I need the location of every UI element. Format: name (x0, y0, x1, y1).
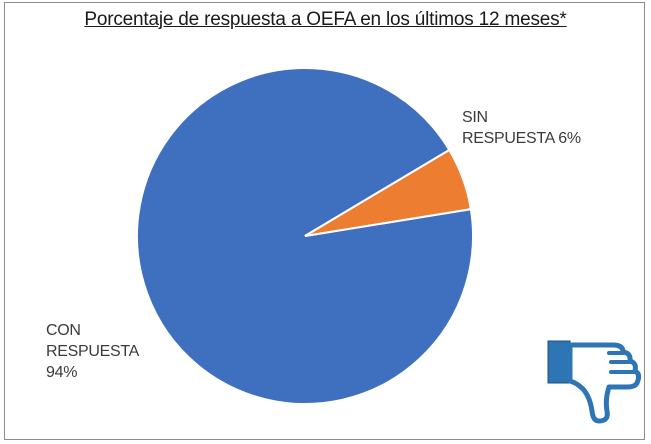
slice-label-con-line1: CON (46, 322, 81, 339)
slice-label-con-line3: 94% (46, 364, 78, 381)
slice-label-con-respuesta: CON RESPUESTA 94% (46, 320, 139, 383)
slice-label-sin-line1: SIN (462, 109, 488, 126)
thumbs-down-icon (547, 340, 642, 424)
chart-title: Porcentaje de respuesta a OEFA en los úl… (84, 9, 567, 30)
pie-slice-sin-respuesta (304, 148, 472, 237)
slice-label-con-line2: RESPUESTA (46, 343, 140, 360)
slice-label-sin-line2: RESPUESTA 6% (462, 130, 581, 147)
slice-label-sin-respuesta: SIN RESPUESTA 6% (462, 107, 581, 149)
